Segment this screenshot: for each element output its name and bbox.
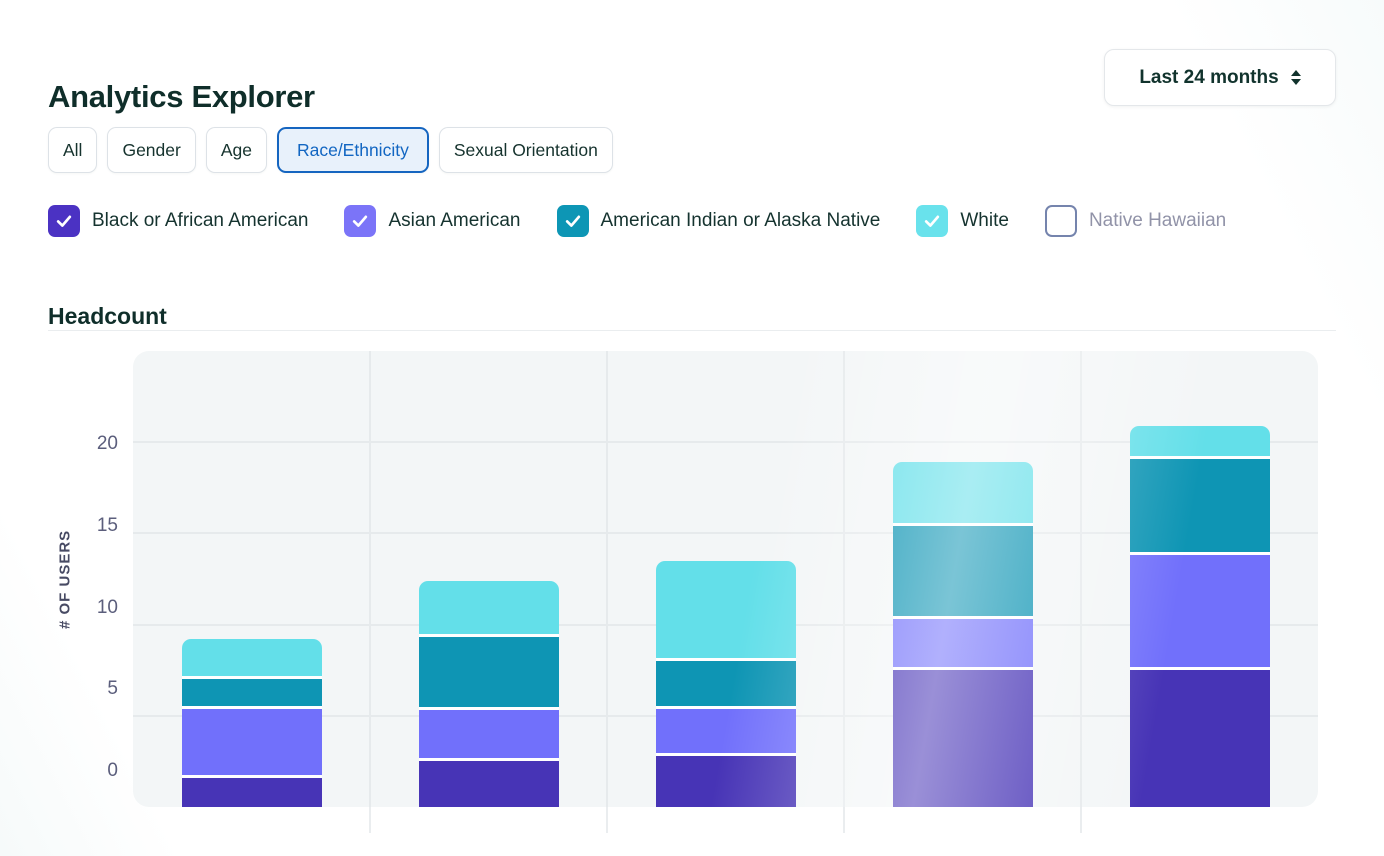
stacked-bar-3 <box>655 560 796 807</box>
check-icon <box>56 215 72 227</box>
sort-arrows-icon <box>1290 70 1301 85</box>
bar-segment-white[interactable] <box>181 639 322 680</box>
stacked-bar-2 <box>418 580 559 807</box>
bar-segment-black-or-african-american[interactable] <box>1129 670 1270 807</box>
checkbox-black-or-african-american[interactable] <box>48 205 80 237</box>
bar-segment-black-or-african-american[interactable] <box>418 761 559 807</box>
gridline-horizontal <box>133 441 1318 444</box>
checkbox-american-indian-or-alaska-native[interactable] <box>556 205 589 237</box>
tab-gender[interactable]: Gender <box>107 127 196 173</box>
headcount-chart: # OF USERS 20 15 10 5 0 <box>48 351 1336 851</box>
bar-segment-white[interactable] <box>418 580 559 638</box>
bar-segment-white[interactable] <box>655 560 796 662</box>
checkbox-white[interactable] <box>916 205 949 237</box>
x-tick-mark <box>843 807 845 833</box>
filter-white[interactable]: White <box>916 205 1009 237</box>
checkbox-asian-american[interactable] <box>344 205 377 237</box>
x-tick-mark <box>1080 807 1082 833</box>
y-tick-label: 10 <box>96 596 118 618</box>
bar-segment-american-indian-or-alaska-native[interactable] <box>892 526 1033 620</box>
filter-black-or-african-american[interactable]: Black or African American <box>48 205 308 237</box>
bar-segment-asian-american[interactable] <box>1129 555 1270 671</box>
x-tick-mark <box>606 807 608 833</box>
tab-all[interactable]: All <box>48 127 98 173</box>
check-icon <box>925 215 940 227</box>
check-icon <box>353 215 368 227</box>
tab-age[interactable]: Age <box>205 127 267 173</box>
race-ethnicity-filters: Black or African American Asian American A… <box>48 205 1226 237</box>
stacked-bar-1 <box>181 639 322 807</box>
bar-segment-american-indian-or-alaska-native[interactable] <box>655 661 796 709</box>
section-title: Headcount <box>48 303 167 330</box>
gridline-vertical <box>1080 351 1082 807</box>
filter-native-hawaiian[interactable]: Native Hawaiian <box>1044 205 1227 237</box>
bar-segment-black-or-african-american[interactable] <box>655 755 796 807</box>
filter-label: Native Hawaiian <box>1088 210 1227 231</box>
check-icon <box>565 215 580 227</box>
bar-segment-asian-american[interactable] <box>418 710 559 762</box>
gridline-vertical <box>369 351 371 807</box>
tab-race-ethnicity[interactable]: Race/Ethnicity <box>276 127 429 173</box>
y-tick-label: 0 <box>107 760 118 781</box>
page-title: Analytics Explorer <box>48 78 315 114</box>
gridline-vertical <box>843 351 845 807</box>
bar-segment-american-indian-or-alaska-native[interactable] <box>181 679 322 709</box>
bar-segment-asian-american[interactable] <box>655 708 796 756</box>
filter-asian-american[interactable]: Asian American <box>344 205 521 237</box>
filter-american-indian-or-alaska-native[interactable]: American Indian or Alaska Native <box>556 205 881 237</box>
filter-label: Asian American <box>388 210 521 231</box>
date-range-value: Last 24 months <box>1139 66 1279 88</box>
bar-segment-asian-american[interactable] <box>181 708 322 778</box>
bar-segment-black-or-african-american[interactable] <box>892 670 1033 807</box>
y-tick-label: 20 <box>96 433 118 454</box>
stacked-bar-4 <box>892 462 1033 807</box>
bar-segment-american-indian-or-alaska-native[interactable] <box>418 637 559 711</box>
filter-label: White <box>960 210 1009 231</box>
category-tabs: All Gender Age Race/Ethnicity Sexual Orienta… <box>48 127 613 173</box>
gridline-horizontal <box>133 532 1318 535</box>
x-tick-mark <box>369 807 371 833</box>
y-tick-label: 5 <box>107 678 118 700</box>
stacked-bar-5 <box>1129 425 1270 807</box>
tab-sexual-orientation[interactable]: Sexual Orientation <box>438 127 613 173</box>
bar-segment-asian-american[interactable] <box>892 619 1033 671</box>
gridline-vertical <box>606 351 608 807</box>
date-range-selector[interactable]: Last 24 months <box>1104 49 1336 106</box>
bar-segment-white[interactable] <box>892 462 1033 527</box>
y-axis-title: # OF USERS <box>56 529 74 629</box>
chart-plot-area <box>133 351 1318 807</box>
y-tick-label: 15 <box>96 514 118 536</box>
section-divider <box>48 330 1336 331</box>
filter-label: Black or African American <box>92 210 309 231</box>
bar-segment-black-or-african-american[interactable] <box>181 777 322 807</box>
checkbox-native-hawaiian[interactable] <box>1044 205 1077 237</box>
bar-segment-american-indian-or-alaska-native[interactable] <box>1129 458 1270 556</box>
bar-segment-white[interactable] <box>1129 425 1270 459</box>
filter-label: American Indian or Alaska Native <box>600 210 881 231</box>
